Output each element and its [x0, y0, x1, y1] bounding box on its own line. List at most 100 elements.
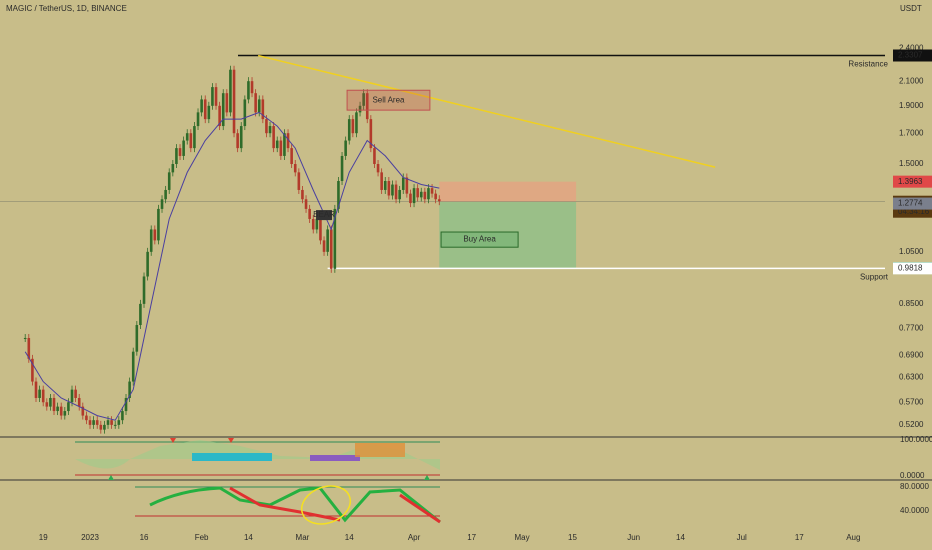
- candle-body: [340, 155, 344, 182]
- trendline: [257, 54, 716, 168]
- candle-body: [110, 420, 113, 425]
- stop-zone: [439, 181, 577, 202]
- indicator-bars: [310, 455, 360, 461]
- candle-body: [203, 99, 207, 120]
- candle-body: [293, 164, 297, 173]
- candle-body: [434, 193, 437, 200]
- candle-body: [290, 148, 293, 165]
- candle-body: [275, 140, 279, 149]
- candle-body: [31, 358, 34, 382]
- candle-body: [315, 218, 319, 230]
- candle-body: [92, 420, 95, 425]
- indicator-bars: [192, 453, 272, 461]
- candle-body: [398, 189, 401, 200]
- candle-body: [247, 81, 250, 100]
- chart-title: MAGIC / TetherUS, 1D, BINANCE: [6, 4, 127, 13]
- candle-body: [160, 199, 164, 209]
- price-tag-label: 1.2774: [898, 199, 923, 208]
- x-tick-label: 17: [795, 533, 804, 542]
- candle-body: [254, 93, 257, 113]
- y-tick-label: 2.4000: [899, 43, 924, 52]
- sell-area-label: Sell Area: [372, 95, 405, 104]
- candle-body: [358, 105, 362, 113]
- buy-area-label: Buy Area: [463, 235, 496, 244]
- candle-body: [311, 218, 315, 230]
- indicator-wave: [149, 486, 441, 524]
- indicator-scale: 100.0000: [900, 435, 932, 444]
- candle-body: [207, 105, 211, 120]
- candle-body: [67, 402, 70, 412]
- x-tick-label: 19: [39, 533, 48, 542]
- candle-body: [401, 177, 405, 190]
- candle-body: [81, 406, 85, 416]
- candle-body: [268, 126, 272, 134]
- price-tag: [893, 262, 932, 275]
- candle-body: [272, 126, 275, 149]
- candle-body: [301, 189, 304, 200]
- candle-body: [34, 381, 38, 398]
- candle-body: [279, 140, 283, 156]
- indicator-scale: 80.0000: [900, 482, 929, 491]
- candle-body: [41, 389, 45, 403]
- x-tick-label: Mar: [296, 533, 310, 542]
- candle-body: [113, 424, 117, 426]
- candle-body: [124, 397, 128, 412]
- candle-body: [427, 188, 430, 200]
- candle-body: [182, 140, 185, 156]
- x-tick-label: 14: [345, 533, 354, 542]
- candle-body: [236, 133, 239, 149]
- candle-body: [355, 112, 358, 134]
- candle-body: [221, 93, 225, 127]
- candle-body: [70, 389, 74, 403]
- price-tag: [893, 49, 932, 62]
- moving-average: [24, 111, 440, 421]
- sell-area-box: [346, 89, 431, 111]
- price-tag-label: 0.9818: [898, 263, 923, 272]
- bear-text: BEAR: [313, 210, 335, 219]
- x-tick-label: Apr: [408, 533, 421, 542]
- x-tick-label: Jul: [737, 533, 747, 542]
- candle-body: [347, 119, 351, 141]
- indicator-scale: 0.0000: [900, 471, 925, 480]
- indicator-1: [75, 438, 440, 480]
- candle-body: [225, 93, 229, 113]
- bear-badge: [316, 210, 333, 221]
- x-tick-label: 14: [244, 533, 253, 542]
- indicator-scale: 40.0000: [900, 506, 929, 515]
- candle-body: [95, 420, 99, 425]
- candle-body: [265, 119, 268, 134]
- candle-body: [52, 397, 56, 412]
- candle-body: [304, 199, 308, 209]
- candle-body: [239, 126, 243, 149]
- candle-body: [88, 420, 92, 425]
- candle-body: [74, 389, 77, 398]
- candle-body: [77, 397, 81, 407]
- price-tag-countdown: 04:34:16: [898, 207, 930, 216]
- candle-body: [229, 69, 232, 113]
- highlight-ellipse: [300, 485, 352, 525]
- candle-body: [387, 181, 391, 196]
- x-tick-label: 16: [140, 533, 149, 542]
- x-tick-label: Feb: [195, 533, 209, 542]
- y-tick-label: 0.6300: [899, 373, 924, 382]
- candle-body: [409, 193, 412, 204]
- x-tick-label: Jun: [627, 533, 640, 542]
- candle-body: [38, 389, 41, 398]
- candle-body: [391, 184, 394, 196]
- candle-body: [121, 411, 124, 421]
- candle-body: [171, 164, 175, 173]
- candle-body: [243, 99, 247, 127]
- target-zone: [439, 201, 577, 269]
- candle-body: [45, 402, 49, 407]
- indicator-bars: [355, 443, 405, 457]
- candle-body: [153, 229, 157, 241]
- candle-body: [185, 133, 189, 141]
- candle-body: [149, 229, 153, 252]
- candle-body: [322, 240, 326, 252]
- candle-body: [131, 351, 135, 382]
- candle-body: [373, 148, 376, 165]
- candle-body: [369, 119, 373, 149]
- candle-body: [193, 126, 196, 149]
